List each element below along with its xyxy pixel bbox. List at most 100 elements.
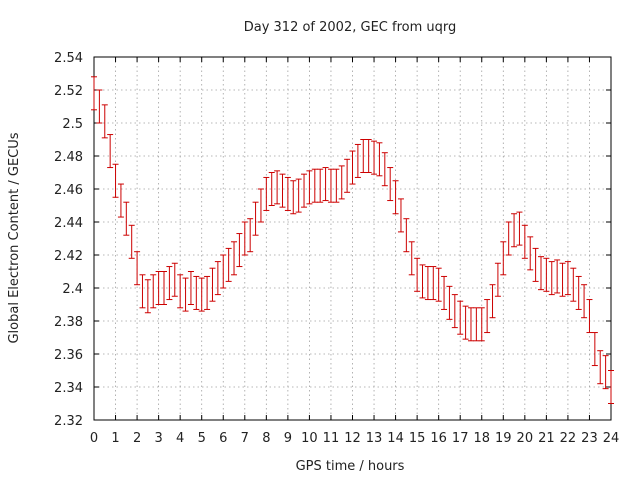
data-point xyxy=(521,224,528,259)
data-point xyxy=(478,307,485,342)
x-tick-label: 6 xyxy=(219,431,227,446)
data-point xyxy=(381,152,388,187)
data-point xyxy=(204,275,211,310)
data-point xyxy=(220,254,227,289)
data-point xyxy=(360,139,367,173)
axes xyxy=(93,56,612,421)
data-point xyxy=(236,233,243,268)
data-point xyxy=(564,261,571,296)
data-point xyxy=(128,224,135,259)
data-point xyxy=(279,173,286,208)
x-tick-label: 5 xyxy=(198,431,206,446)
x-tick-label: 3 xyxy=(154,431,162,446)
x-tick-label: 18 xyxy=(473,431,490,446)
y-tick-label: 2.5 xyxy=(62,117,83,132)
data-point xyxy=(581,284,588,319)
data-point xyxy=(473,307,480,342)
y-tick-label: 2.4 xyxy=(62,282,83,297)
x-tick-label: 24 xyxy=(603,431,620,446)
data-point xyxy=(489,284,496,319)
x-tick-label: 22 xyxy=(560,431,577,446)
data-point xyxy=(451,294,458,329)
data-point xyxy=(408,241,415,276)
data-point xyxy=(597,350,604,385)
x-axis-label: GPS time / hours xyxy=(296,459,405,474)
data-point xyxy=(117,183,124,218)
y-tick-label: 2.34 xyxy=(54,381,83,396)
data-point xyxy=(365,139,372,173)
data-point xyxy=(392,180,399,215)
x-tick-labels: 0 1 2 3 4 5 6 7 8 9 10 11 12 13 14 15 16 17 18 19 20 21 22 23 24 xyxy=(90,431,619,446)
data-point xyxy=(376,142,383,177)
data-point xyxy=(139,274,146,309)
data-point xyxy=(198,277,205,312)
data-point xyxy=(435,267,442,302)
data-point xyxy=(602,355,609,390)
data-point xyxy=(187,271,194,305)
x-tick-label: 14 xyxy=(387,431,404,446)
data-point xyxy=(295,178,302,213)
data-points xyxy=(91,76,614,404)
y-tick-label: 2.36 xyxy=(54,348,83,363)
data-point xyxy=(543,257,550,292)
data-point xyxy=(247,218,254,253)
y-tick-label: 2.46 xyxy=(54,183,83,198)
x-tick-label: 4 xyxy=(176,431,184,446)
data-point xyxy=(311,168,318,203)
data-point xyxy=(327,168,334,203)
x-tick-label: 12 xyxy=(344,431,361,446)
x-tick-label: 15 xyxy=(409,431,426,446)
data-point xyxy=(150,274,157,309)
data-point xyxy=(537,256,544,291)
y-tick-label: 2.44 xyxy=(54,216,83,231)
x-tick-label: 21 xyxy=(538,431,555,446)
data-point xyxy=(397,198,404,233)
data-point xyxy=(494,262,501,297)
data-point xyxy=(317,168,324,203)
chart-title: Day 312 of 2002, GEC from uqrg xyxy=(244,20,457,35)
x-tick-label: 2 xyxy=(133,431,141,446)
data-point xyxy=(241,221,248,256)
data-point xyxy=(144,279,151,314)
y-tick-label: 2.38 xyxy=(54,315,83,330)
data-point xyxy=(349,150,356,185)
data-point xyxy=(559,262,566,297)
y-tick-labels: 2.32 2.34 2.36 2.38 2.4 2.42 2.44 2.46 2.48 2.5 2.… xyxy=(54,51,83,429)
data-point xyxy=(155,271,162,305)
data-point xyxy=(484,299,491,334)
data-point xyxy=(101,104,108,139)
data-point xyxy=(171,262,178,297)
x-tick-label: 23 xyxy=(581,431,598,446)
x-tick-label: 8 xyxy=(262,431,270,446)
data-point xyxy=(214,261,221,296)
data-point xyxy=(462,305,469,340)
data-point xyxy=(231,241,238,276)
data-point xyxy=(134,251,141,286)
data-point xyxy=(457,300,464,335)
data-point xyxy=(387,167,394,202)
data-point xyxy=(354,143,361,178)
x-tick-label: 20 xyxy=(517,431,534,446)
y-tick-label: 2.54 xyxy=(54,51,83,66)
data-point xyxy=(570,267,577,302)
x-tick-label: 9 xyxy=(284,431,292,446)
data-point xyxy=(344,158,351,193)
data-point xyxy=(424,266,431,301)
data-point xyxy=(107,134,114,169)
y-axis-label: Global Electron Content / GECUs xyxy=(7,132,22,343)
data-point xyxy=(284,176,291,211)
data-point xyxy=(177,274,184,309)
data-point xyxy=(430,266,437,301)
data-point xyxy=(274,170,281,205)
data-point xyxy=(414,257,421,292)
x-tick-label: 0 xyxy=(90,431,98,446)
data-point xyxy=(257,188,264,223)
data-point xyxy=(338,165,345,200)
x-tick-label: 13 xyxy=(366,431,383,446)
data-point xyxy=(333,168,340,203)
data-point xyxy=(441,275,448,310)
data-point xyxy=(467,307,474,342)
data-point xyxy=(532,247,539,282)
data-point xyxy=(446,285,453,320)
data-point xyxy=(516,211,523,246)
